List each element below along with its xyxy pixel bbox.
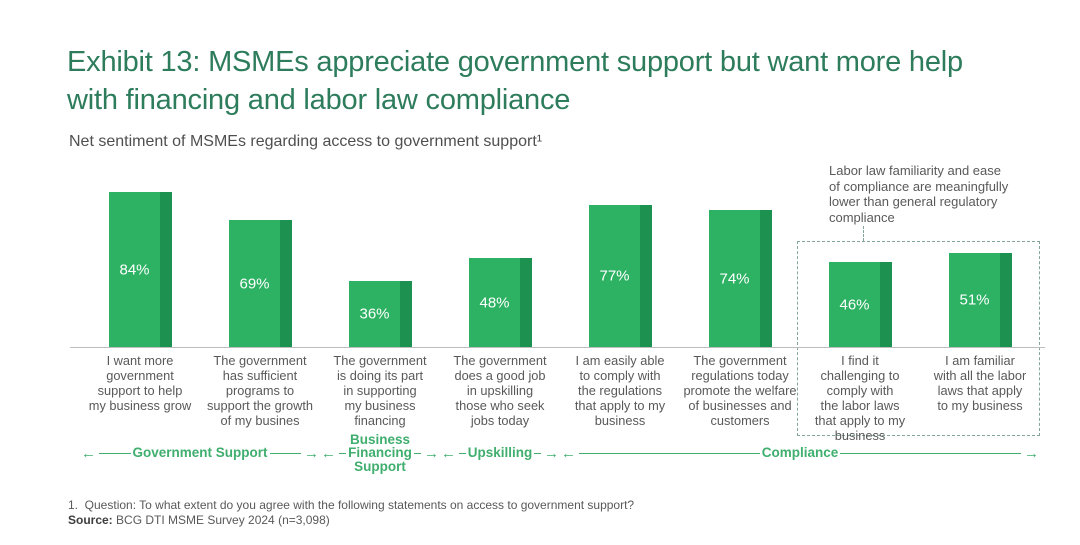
bar: 36% [349,281,412,347]
annotation-text: Labor law familiarity and ease of compli… [829,163,1009,225]
annotation-connector-line [863,226,864,241]
arrow-right-icon: → [1024,444,1039,462]
bar: 46% [829,262,892,347]
group-line-right [413,452,421,454]
category-label: The government regulations today promote… [683,353,797,428]
category-label: The government has sufficient programs t… [207,353,313,428]
category-label: I am familiar with all the labor laws th… [933,353,1027,413]
bar-shadow-edge [400,281,412,347]
bar-shadow-edge [1000,253,1012,347]
footnote-source: Source: BCG DTI MSME Survey 2024 (n=3,09… [68,513,330,528]
group-band: ← Business Financing Support → [320,431,440,475]
bar: 74% [709,210,772,347]
bar-shadow-edge [760,210,772,347]
arrow-left-icon: ← [81,444,96,462]
bar-value-label: 74% [719,270,750,287]
bar-value-label: 46% [839,296,870,313]
category-label: I find it challenging to comply with the… [814,353,906,443]
group-label: Upskilling [467,445,533,461]
bar-shadow-edge [640,205,652,347]
bar-shadow-edge [280,220,292,347]
group-band: ← Government Support → [80,431,320,475]
page-title: Exhibit 13: MSMEs appreciate government … [67,46,963,116]
category-label: I want more government support to help m… [88,353,192,413]
group-label: Government Support [132,445,268,461]
bar-value-label: 77% [599,267,630,285]
bar-value-label: 48% [479,294,510,311]
group-band: ← Compliance → [560,431,1040,475]
category-label: The government does a good job in upskil… [453,353,547,428]
source-label: Source: [68,513,113,527]
arrow-left-icon: ← [321,444,336,462]
bar-value-label: 69% [239,275,270,292]
category-label: The government is doing its part in supp… [333,353,427,428]
bar: 77% [589,205,652,347]
bar: 69% [229,220,292,347]
axis-baseline [70,347,1045,348]
bar: 48% [469,258,532,347]
group-line-right [534,452,542,454]
bar-value-label: 51% [959,291,990,309]
bar-shadow-edge [880,262,892,347]
arrow-right-icon: → [424,444,439,462]
bar-value-label: 84% [119,261,150,278]
group-line-right [840,452,1021,454]
bar-shadow-edge [520,258,532,347]
arrow-right-icon: → [304,444,320,462]
bar-shadow-edge [160,192,172,347]
bar: 84% [109,192,172,347]
group-line-left [579,452,760,454]
bar: 51% [949,253,1012,347]
group-band: ← Upskilling → [440,431,560,475]
group-line-left [99,452,131,454]
group-line-left [459,452,466,454]
source-text: BCG DTI MSME Survey 2024 (n=3,098) [112,513,330,527]
group-label: Compliance [761,445,839,461]
category-label: I am easily able to comply with the regu… [574,353,666,428]
group-line-right [269,452,302,454]
arrow-left-icon: ← [441,444,456,462]
group-label: Business Financing Support [348,431,412,474]
bar-value-label: 36% [359,305,390,323]
chart-subtitle: Net sentiment of MSMEs regarding access … [69,133,543,150]
footnote-question: 1. Question: To what extent do you agree… [68,498,635,512]
labor-law-highlight-box [797,241,1040,436]
arrow-right-icon: → [544,444,560,462]
group-line-left [339,452,347,454]
arrow-left-icon: ← [561,444,576,462]
